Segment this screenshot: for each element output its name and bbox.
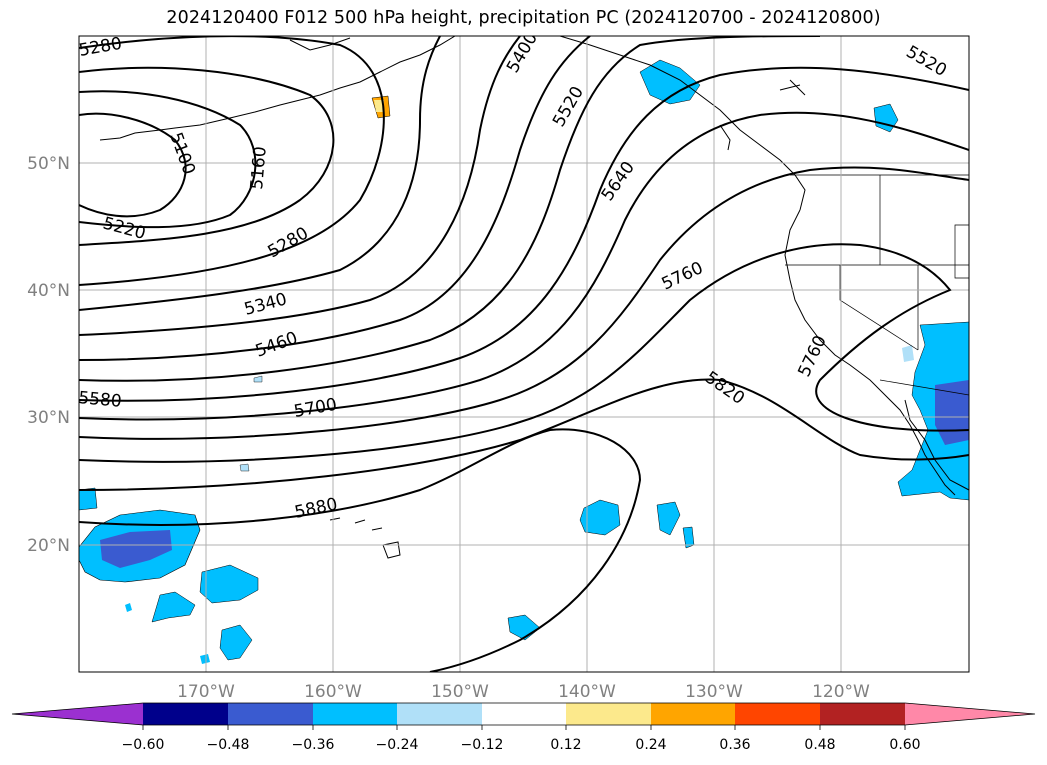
latitude-labels: 50°N 40°N 30°N 20°N [27,154,70,556]
colorbar-segment [313,703,397,725]
colorbar-tick-label: 0.36 [719,737,750,753]
colorbar-segment [228,703,313,725]
lat-label-40n: 40°N [27,281,70,301]
lat-label-50n: 50°N [27,154,70,174]
lon-label-130w: 130°W [685,682,743,702]
lat-label-20n: 20°N [27,536,70,556]
colorbar-tick-label: 0.24 [635,737,666,753]
colorbar-segment [566,703,651,725]
colorbar-segment [820,703,905,725]
colorbar-segment [397,703,482,725]
map-frame [78,35,970,673]
colorbar-segment [651,703,735,725]
colorbar: −0.60 −0.48 −0.36 −0.24 −0.12 0.12 0.24 … [11,702,1036,753]
colorbar-tick-label: 0.12 [550,737,581,753]
colorbar-segment [482,703,566,725]
colorbar-segment [735,703,820,725]
lon-label-170w: 170°W [177,682,235,702]
colorbar-right-extension [905,703,1035,725]
lon-label-120w: 120°W [812,682,870,702]
lon-label-150w: 150°W [431,682,489,702]
contour-label: 5580 [78,388,123,412]
colorbar-tick-label: −0.48 [207,737,250,753]
coastlines [99,36,969,559]
colorbar-tick-label: −0.12 [461,737,504,753]
colorbar-tick-label: −0.24 [376,737,419,753]
colorbar-tick-label: 0.48 [804,737,835,753]
gridlines [79,36,969,672]
longitude-labels: 170°W 160°W 150°W 140°W 130°W 120°W [177,682,870,702]
colorbar-left-extension [12,703,143,725]
lon-label-160w: 160°W [304,682,362,702]
colorbar-tick-label: −0.60 [122,737,165,753]
precipitation-shading [79,59,969,664]
lat-label-30n: 30°N [27,408,70,428]
lon-label-140w: 140°W [558,682,616,702]
height-contours [79,36,969,672]
map-title: 2024120400 F012 500 hPa height, precipit… [166,8,881,28]
contour-label: 5160 [247,146,271,191]
colorbar-tick-label: −0.36 [292,737,335,753]
colorbar-segment [143,703,228,725]
colorbar-tick-label: 0.60 [889,737,920,753]
